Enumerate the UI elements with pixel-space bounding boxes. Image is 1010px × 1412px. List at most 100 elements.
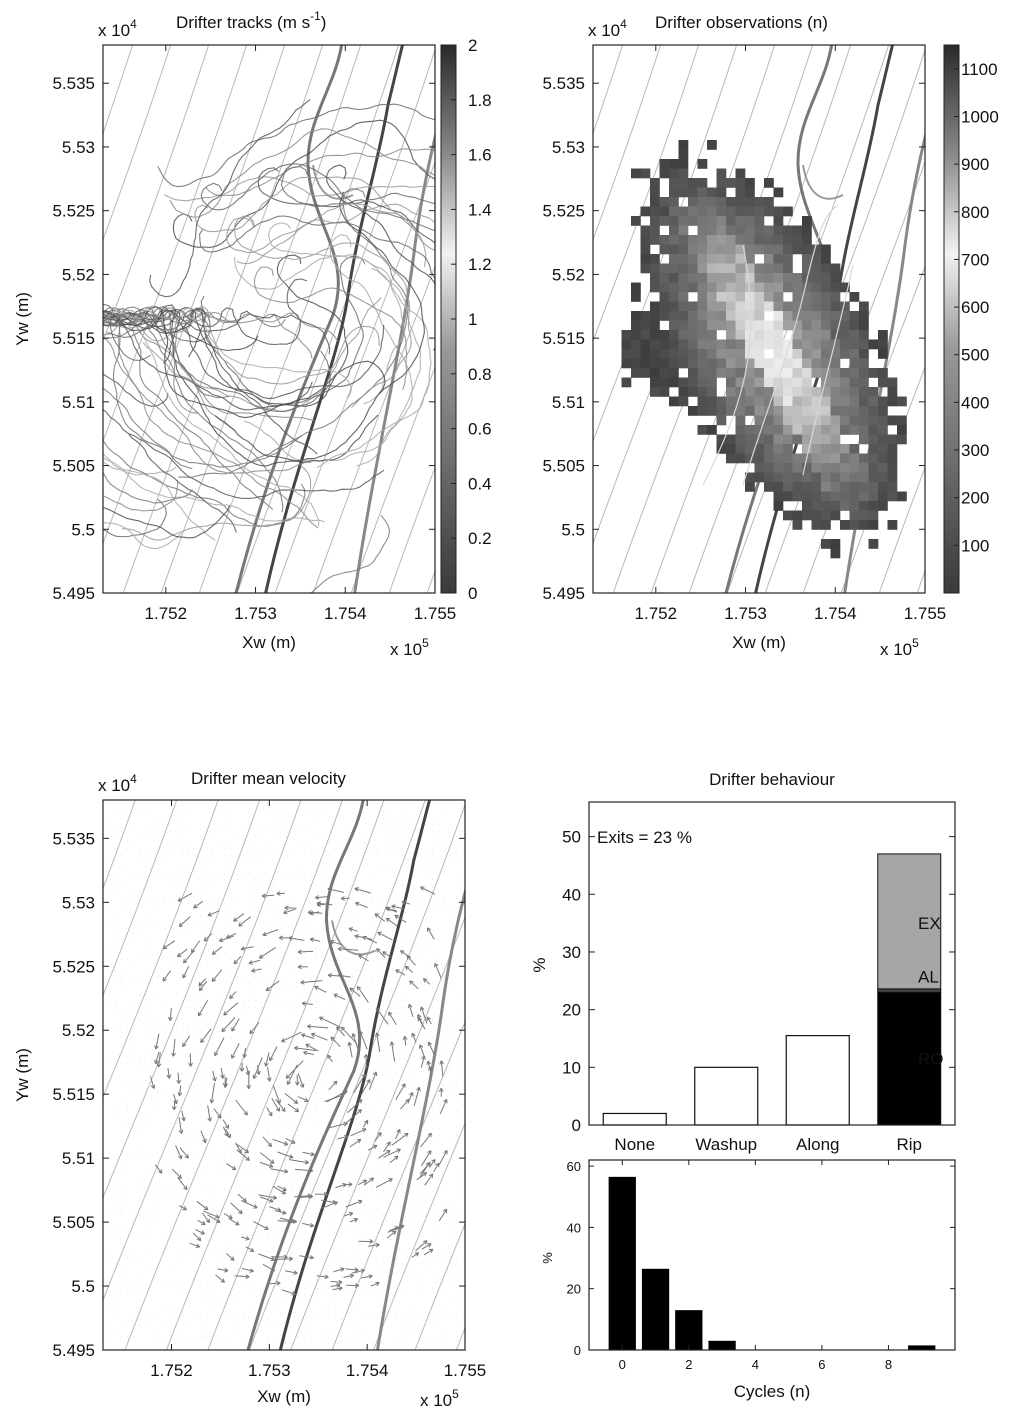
grid-dot [139, 994, 141, 996]
grid-dot [273, 884, 275, 886]
grid-dot [291, 1128, 293, 1130]
heatmap-cell [897, 491, 907, 502]
grid-dot [139, 921, 141, 923]
grid-dot [242, 982, 244, 984]
grid-dot [431, 1293, 433, 1295]
grid-dot [297, 811, 299, 813]
velocity-arrow-head [363, 1054, 369, 1059]
grid-dot [456, 1232, 458, 1234]
grid-dot [108, 952, 110, 953]
grid-dot [370, 1055, 372, 1057]
grid-dot [218, 842, 220, 844]
heatmap-cell [859, 396, 869, 407]
grid-dot [145, 1226, 147, 1228]
grid-dot [255, 976, 256, 978]
grid-dot [194, 1141, 195, 1143]
grid-dot [444, 1019, 446, 1021]
grid-dot [267, 1318, 269, 1319]
grid-dot [316, 1293, 317, 1295]
heatmap-cell [697, 263, 708, 274]
grid-dot [334, 1257, 336, 1258]
heatmap-cell [745, 254, 755, 264]
isobath [593, 45, 624, 135]
grid-dot [212, 1287, 214, 1289]
velocity-arrow-head [292, 1219, 298, 1224]
grid-dot [139, 1153, 141, 1155]
velocity-arrow-head [183, 958, 188, 964]
grid-dot [163, 1257, 165, 1258]
velocity-arrow-head [340, 1026, 346, 1032]
heatmap-cell [726, 254, 736, 264]
grid-dot [267, 1275, 269, 1277]
grid-dot [438, 1244, 439, 1246]
heatmap-cell [735, 206, 746, 217]
heatmap-cell [678, 396, 689, 407]
grid-dot [151, 1208, 153, 1210]
grid-dot [279, 1263, 281, 1265]
grid-dot [322, 1330, 324, 1332]
velocity-arrow-head [353, 1217, 359, 1223]
heatmap-cell [716, 434, 727, 445]
velocity-arrow [281, 1031, 302, 1043]
grid-dot [169, 1336, 171, 1338]
velocity-arrow-head [336, 1026, 341, 1032]
grid-dot [194, 1049, 195, 1051]
heatmap-cell [745, 482, 755, 492]
grid-dot [145, 1055, 147, 1057]
grid-dot [328, 1311, 330, 1313]
grid-dot [444, 1311, 446, 1313]
grid-dot [425, 970, 427, 972]
grid-dot [169, 1165, 171, 1167]
velocity-arrow-head [377, 931, 382, 936]
velocity-arrow-head [177, 1174, 182, 1179]
heatmap-cell [688, 197, 698, 207]
grid-dot [187, 1232, 189, 1234]
drifter-track [103, 307, 353, 400]
grid-dot [346, 1055, 348, 1057]
grid-dot [316, 1257, 317, 1258]
grid-dot [194, 891, 195, 892]
grid-dot [438, 860, 439, 862]
grid-dot [206, 1049, 208, 1051]
grid-dot [352, 1342, 354, 1344]
heatmap-cell [868, 520, 879, 530]
velocity-arrow-head [168, 1016, 173, 1021]
heatmap-cell [773, 444, 784, 454]
grid-dot [163, 1342, 165, 1344]
heatmap-cell [688, 178, 698, 188]
grid-dot [395, 842, 397, 844]
grid-dot [413, 897, 415, 899]
grid-dot [242, 836, 244, 838]
grid-dot [120, 903, 122, 905]
heatmap-cell [802, 482, 812, 492]
grid-dot [364, 1318, 366, 1319]
heatmap-cell [745, 225, 755, 236]
grid-dot [407, 1330, 409, 1332]
grid-dot [389, 1232, 391, 1234]
heatmap-cell [783, 482, 793, 492]
grid-dot [444, 1214, 446, 1216]
velocity-arrow-head [268, 1111, 273, 1117]
grid-dot [377, 958, 378, 960]
grid-dot [114, 1061, 116, 1063]
grid-dot [285, 1104, 287, 1106]
grid-dot [456, 1263, 458, 1265]
velocity-arrow [223, 1213, 233, 1219]
grid-dot [425, 1189, 427, 1191]
grid-dot [236, 1153, 238, 1155]
grid-dot [163, 860, 165, 862]
grid-dot [389, 1000, 391, 1002]
heatmap-cell [830, 501, 841, 511]
drifter-track [103, 461, 177, 476]
grid-dot [303, 1342, 305, 1344]
heatmap-cell [830, 349, 841, 359]
heatmap-cell [764, 292, 774, 302]
grid-dot [352, 1305, 354, 1307]
grid-dot [187, 891, 189, 892]
velocity-arrow-head [439, 1060, 445, 1065]
y-tick-label: 5.5 [561, 520, 585, 539]
grid-dot [462, 1342, 464, 1344]
grid-dot [230, 1214, 232, 1216]
grid-dot [218, 1275, 220, 1277]
bar-contour [802, 164, 844, 200]
